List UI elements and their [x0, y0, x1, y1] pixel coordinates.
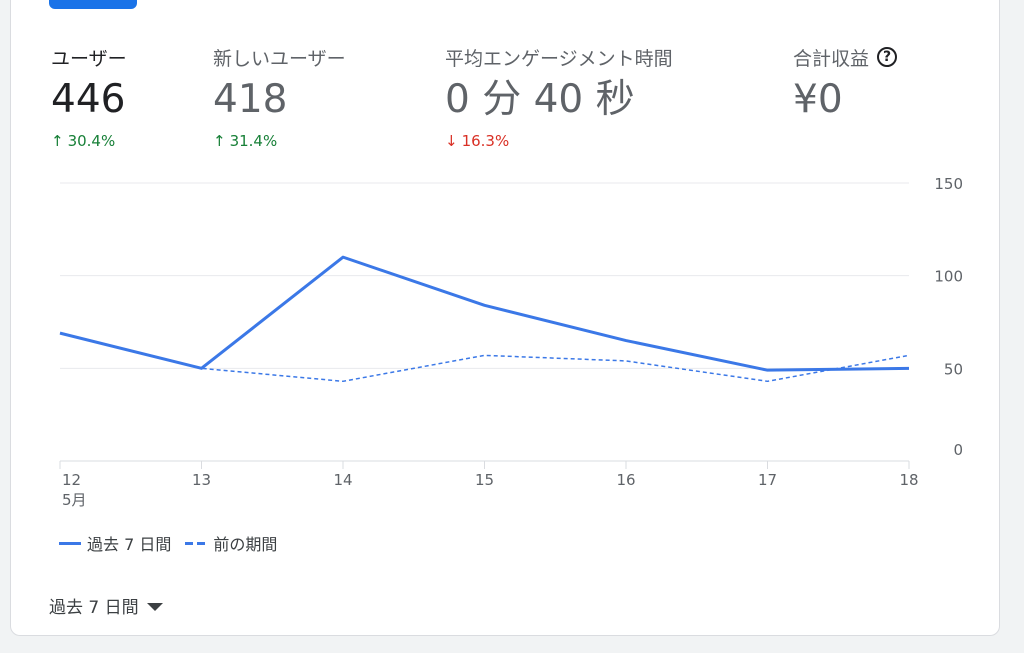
x-sublabel: 5月 [62, 491, 87, 509]
metric-change: ↑ 31.4% [213, 132, 346, 150]
y-tick-label: 100 [934, 268, 963, 286]
legend-item-current[interactable]: 過去 7 日間 [59, 531, 171, 555]
metric-label: ユーザー [51, 47, 127, 70]
x-tick-label: 13 [192, 471, 211, 489]
x-tick-label: 18 [899, 471, 918, 489]
caret-down-icon [146, 602, 163, 611]
metric-avg-engagement[interactable]: 平均エンゲージメント時間 0 分 40 秒 ↓ 16.3% [445, 44, 673, 151]
legend-label: 前の期間 [213, 535, 278, 554]
chart-series [59, 255, 910, 383]
y-tick-label: 0 [953, 441, 963, 459]
metric-value: 446 [51, 77, 126, 122]
legend-label: 過去 7 日間 [87, 535, 172, 554]
metric-value: 418 [213, 77, 288, 122]
metric-label: 新しいユーザー [213, 47, 346, 70]
metric-label: 合計収益 [793, 47, 870, 70]
metric-value: ¥0 [793, 77, 843, 122]
metric-total-revenue[interactable]: 合計収益 ? ¥0 [793, 44, 898, 122]
metric-label-row: 合計収益 ? [793, 44, 898, 70]
date-range-label: 過去 7 日間 [49, 598, 139, 618]
chart-legend: 過去 7 日間 前の期間 [59, 531, 277, 555]
y-tick-label: 50 [944, 360, 963, 378]
dashed-line-swatch [185, 541, 208, 545]
metric-users[interactable]: ユーザー 446 ↑ 30.4% [51, 44, 127, 151]
series-current-line [59, 255, 910, 372]
y-tick-label: 150 [934, 175, 963, 193]
date-range-dropdown[interactable]: 過去 7 日間 [49, 593, 163, 618]
arrow-up-icon: ↑ [213, 132, 226, 150]
x-tick-label: 16 [616, 471, 635, 489]
chart-grid [59, 182, 910, 469]
metric-label: 平均エンゲージメント時間 [445, 47, 673, 70]
legend-item-previous[interactable]: 前の期間 [185, 531, 277, 555]
series-previous-line [59, 332, 910, 383]
change-percent: 31.4% [229, 132, 278, 150]
arrow-up-icon: ↑ [51, 132, 64, 150]
x-tick-label: 15 [475, 471, 494, 489]
metric-change: ↑ 30.4% [51, 132, 127, 150]
line-chart: 0 50 100 150 12 13 14 15 16 17 18 5月 [59, 175, 963, 509]
metric-value: 0 分 40 秒 [445, 77, 635, 122]
y-axis-labels: 0 50 100 150 [934, 175, 963, 459]
metric-new-users[interactable]: 新しいユーザー 418 ↑ 31.4% [213, 44, 346, 151]
x-tick-label: 14 [333, 471, 352, 489]
active-tab-indicator [49, 0, 137, 9]
help-icon[interactable]: ? [877, 47, 898, 67]
x-axis-labels: 12 13 14 15 16 17 18 5月 [62, 471, 919, 509]
metric-change: ↓ 16.3% [445, 132, 673, 150]
x-tick-label: 12 [62, 471, 81, 489]
solid-line-swatch [59, 541, 81, 545]
arrow-down-icon: ↓ [445, 132, 458, 150]
change-percent: 16.3% [461, 132, 510, 150]
overview-card: ユーザー 446 ↑ 30.4% 新しいユーザー 418 ↑ 31.4% 平均エ… [10, 0, 1000, 636]
x-tick-label: 17 [758, 471, 777, 489]
change-percent: 30.4% [67, 132, 116, 150]
